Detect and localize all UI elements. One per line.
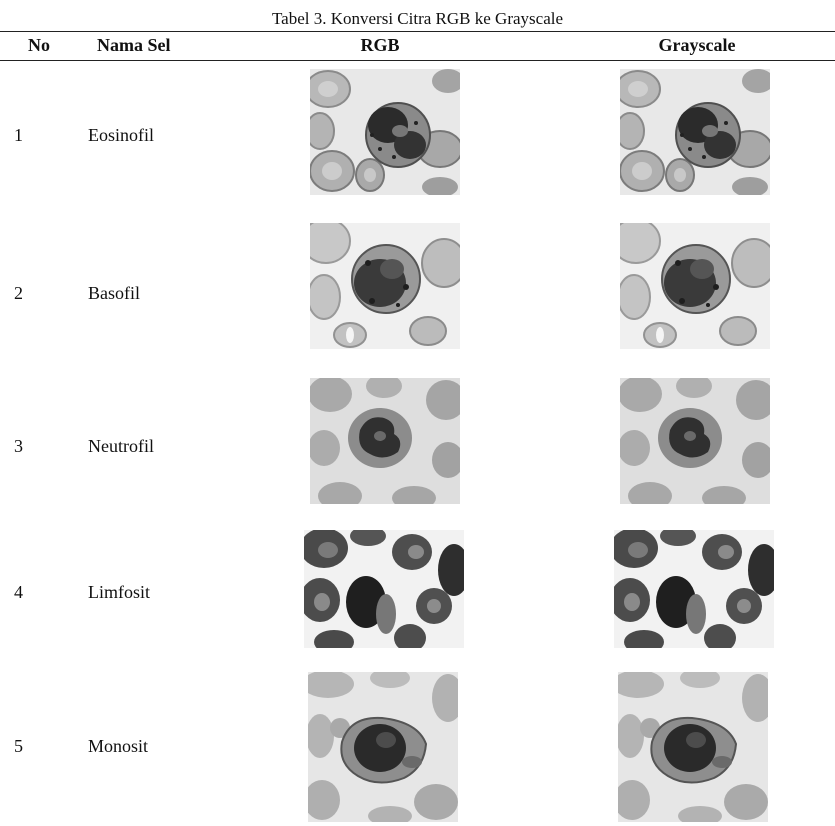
table-row: 4 Limfosit bbox=[0, 530, 835, 682]
grayscale-cell-image bbox=[620, 223, 770, 349]
grayscale-cell-image bbox=[620, 378, 770, 504]
rgb-cell-image bbox=[310, 69, 460, 195]
rgb-cell-image bbox=[310, 223, 460, 349]
row-number: 2 bbox=[14, 283, 23, 303]
row-number: 3 bbox=[14, 436, 23, 456]
row-cell-name: Limfosit bbox=[88, 582, 150, 602]
row-number: 4 bbox=[14, 582, 23, 602]
grayscale-cell-image bbox=[618, 672, 768, 822]
grayscale-cell-image bbox=[620, 69, 770, 195]
table-top-rule bbox=[0, 31, 835, 32]
rgb-cell-image bbox=[308, 672, 458, 822]
rgb-cell-image bbox=[310, 378, 460, 504]
table-caption: Tabel 3. Konversi Citra RGB ke Grayscale bbox=[271, 9, 564, 28]
rgb-cell-image bbox=[304, 530, 464, 648]
row-cell-name: Eosinofil bbox=[88, 125, 154, 145]
header-nama-sel: Nama Sel bbox=[97, 35, 171, 55]
row-cell-name: Neutrofil bbox=[88, 436, 154, 456]
header-grayscale: Grayscale bbox=[658, 35, 736, 55]
row-number: 5 bbox=[14, 736, 23, 756]
header-no: No bbox=[28, 35, 50, 55]
row-number: 1 bbox=[14, 125, 23, 145]
table-row: 5 Monosit bbox=[0, 672, 835, 824]
table-row: 3 Neutrofil bbox=[0, 378, 835, 530]
grayscale-cell-image bbox=[614, 530, 774, 648]
row-cell-name: Monosit bbox=[88, 736, 149, 756]
table-row: 2 Basofil bbox=[0, 223, 835, 375]
table-header-rule bbox=[0, 60, 835, 61]
row-cell-name: Basofil bbox=[88, 283, 140, 303]
header-rgb: RGB bbox=[360, 35, 400, 55]
table-row: 1 Eosinofil bbox=[0, 69, 835, 221]
